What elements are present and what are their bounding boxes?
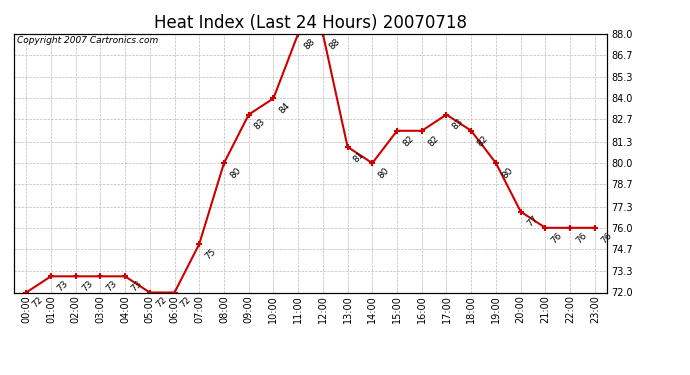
Text: 84: 84 [277,101,292,115]
Text: 82: 82 [401,134,415,148]
Text: Copyright 2007 Cartronics.com: Copyright 2007 Cartronics.com [17,36,158,45]
Text: 80: 80 [228,166,243,180]
Text: 72: 72 [30,295,45,310]
Title: Heat Index (Last 24 Hours) 20070718: Heat Index (Last 24 Hours) 20070718 [154,14,467,32]
Text: 88: 88 [327,36,342,51]
Text: 73: 73 [129,279,144,294]
Text: 80: 80 [500,166,515,180]
Text: 82: 82 [475,134,490,148]
Text: 81: 81 [352,150,366,164]
Text: 75: 75 [204,247,218,261]
Text: 80: 80 [377,166,391,180]
Text: 73: 73 [104,279,119,294]
Text: 76: 76 [574,231,589,245]
Text: 76: 76 [599,231,613,245]
Text: 83: 83 [253,117,267,132]
Text: 72: 72 [154,295,168,310]
Text: 72: 72 [179,295,193,310]
Text: 77: 77 [525,214,540,229]
Text: 73: 73 [80,279,95,294]
Text: 83: 83 [451,117,465,132]
Text: 73: 73 [55,279,70,294]
Text: 88: 88 [302,36,317,51]
Text: 76: 76 [549,231,564,245]
Text: 82: 82 [426,134,440,148]
